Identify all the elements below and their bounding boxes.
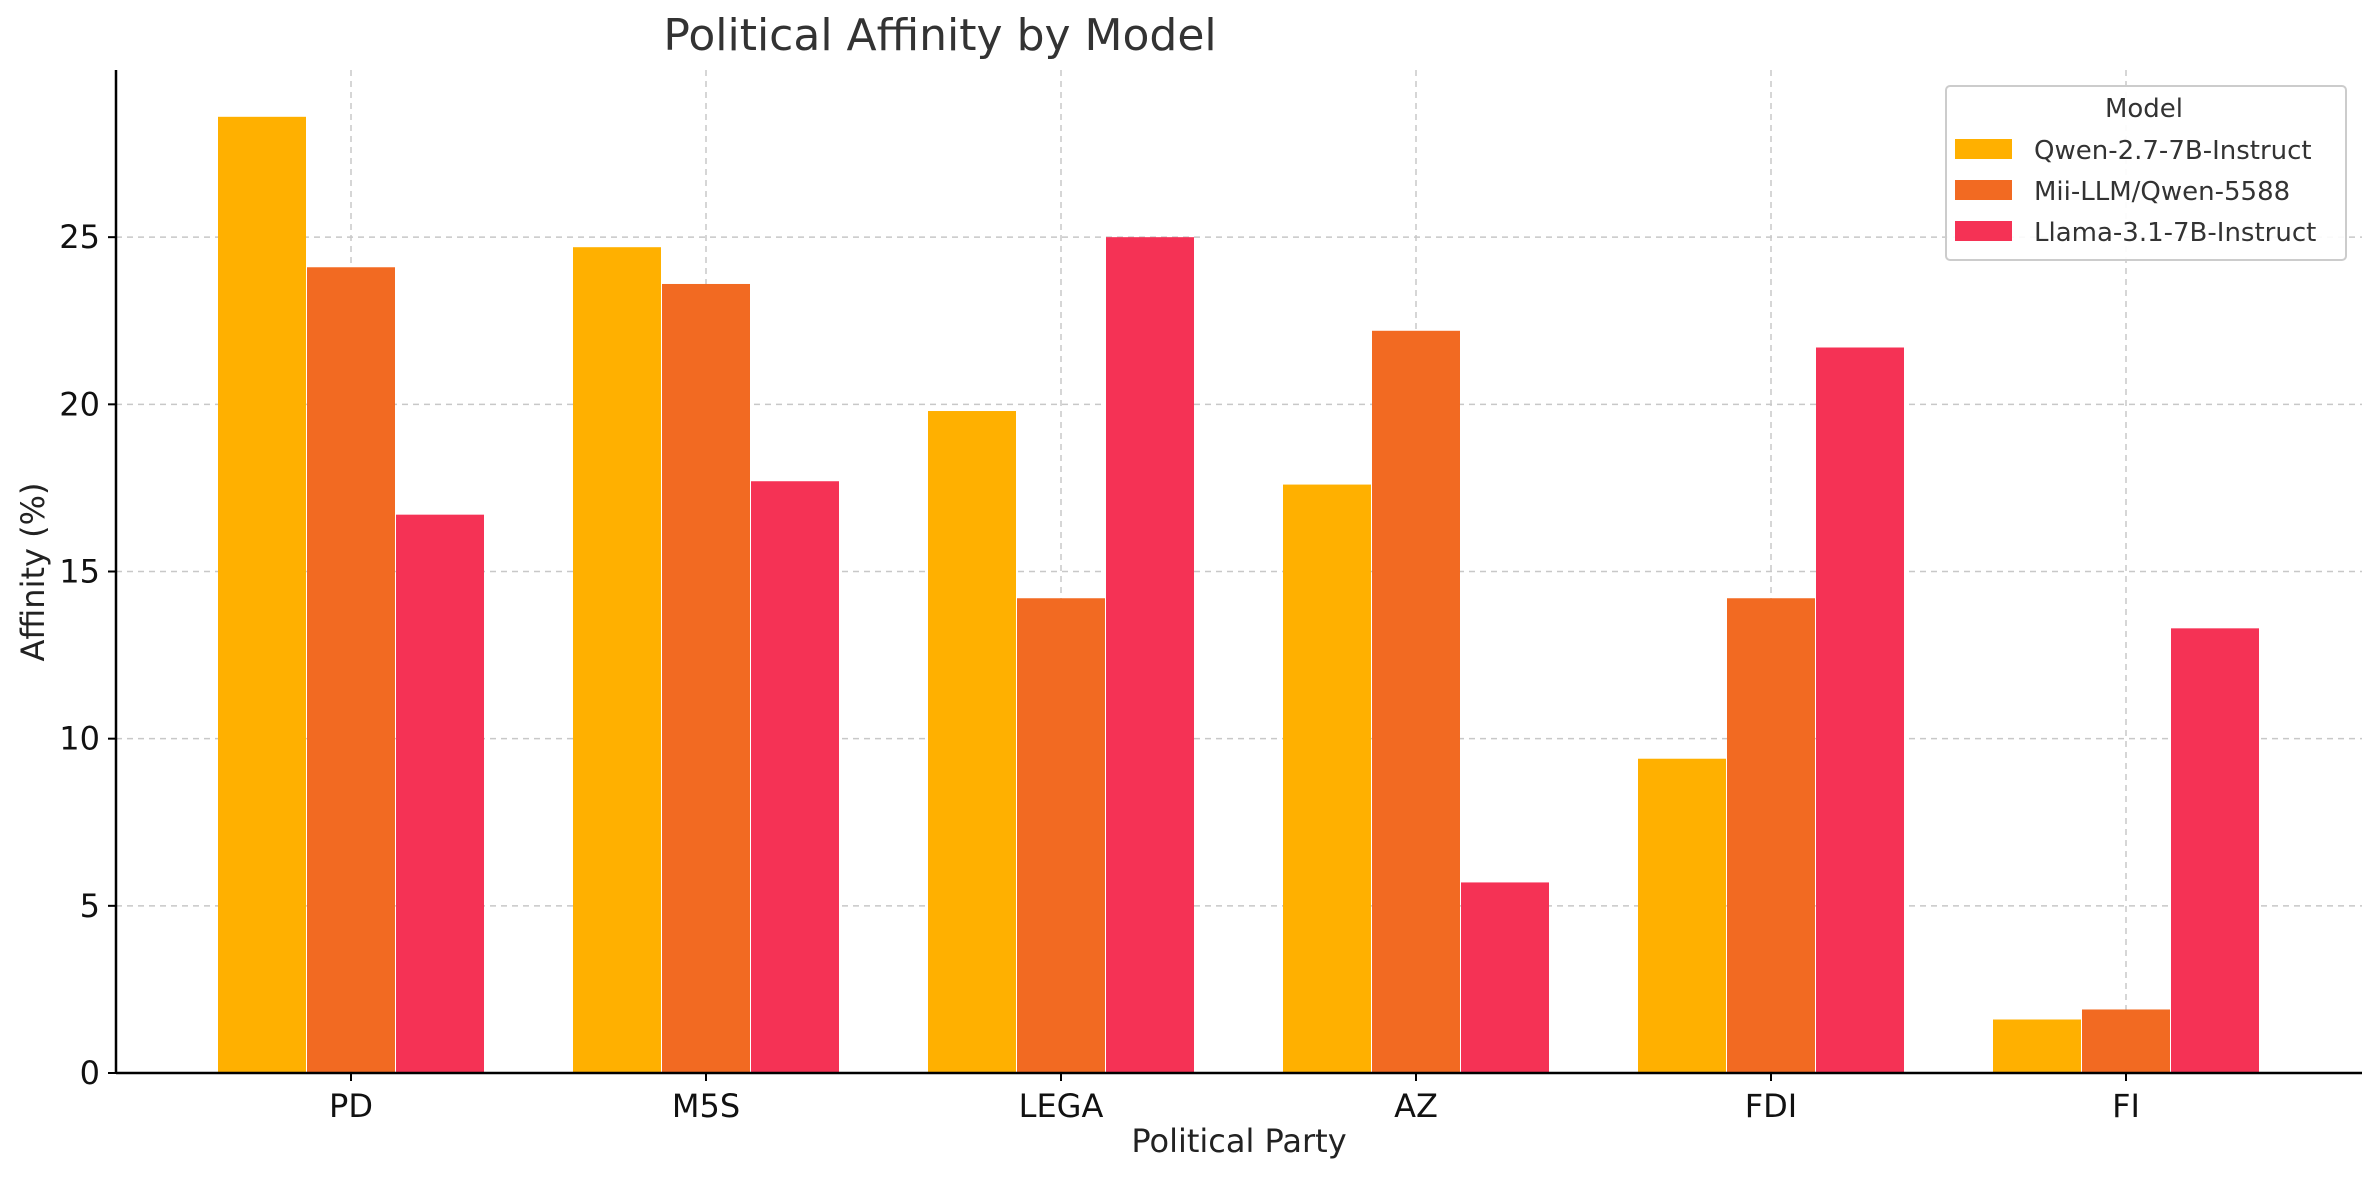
x-tick-label-az: AZ: [1394, 1087, 1438, 1125]
bar-m5s-series-1: [573, 247, 661, 1074]
bar-lega-series-3: [1106, 237, 1194, 1073]
legend: Model Qwen-2.7-7B-Instruct Mii-LLM/Qwen-5…: [1945, 85, 2347, 261]
legend-title: Model: [2105, 94, 2183, 124]
y-tick-label: 5: [80, 887, 100, 925]
bar-az-series-1: [1283, 484, 1371, 1073]
y-tick-label: 25: [59, 218, 100, 256]
bar-lega-series-2: [1017, 598, 1105, 1073]
legend-swatch-series-2: [1955, 180, 2012, 200]
y-tick-label: 20: [59, 385, 100, 423]
y-tick-label: 10: [59, 720, 100, 758]
x-tick-label-fdi: FDI: [1745, 1087, 1797, 1125]
bar-fi-series-1: [1993, 1019, 2081, 1073]
bar-pd-series-1: [218, 116, 306, 1074]
bar-pd-series-2: [307, 267, 395, 1073]
x-tick-label-m5s: M5S: [672, 1087, 740, 1125]
bar-m5s-series-3: [751, 481, 839, 1074]
x-axis-label: Political Party: [1131, 1122, 1346, 1160]
legend-label-series-1: Qwen-2.7-7B-Instruct: [2034, 136, 2312, 166]
legend-swatch-series-1: [1955, 139, 2012, 159]
bar-az-series-2: [1372, 330, 1460, 1073]
legend-frame: [1945, 85, 2347, 261]
y-axis-label: Affinity (%): [14, 482, 52, 661]
bar-m5s-series-2: [662, 283, 750, 1073]
bar-az-series-3: [1461, 882, 1549, 1073]
bar-fdi-series-1: [1638, 758, 1726, 1073]
x-tick-label-pd: PD: [329, 1087, 373, 1125]
bar-fdi-series-3: [1816, 347, 1904, 1073]
bar-fi-series-2: [2082, 1009, 2170, 1073]
legend-label-series-2: Mii-LLM/Qwen-5588: [2034, 177, 2290, 207]
legend-swatch-series-3: [1955, 221, 2012, 241]
legend-label-series-3: Llama-3.1-7B-Instruct: [2034, 218, 2316, 248]
tick-layer: 0 5 10 15 20 25 PD M5S LEGA AZ FDI FI: [59, 218, 2140, 1125]
legend-items: Qwen-2.7-7B-Instruct Mii-LLM/Qwen-5588 Lla…: [1955, 136, 2316, 248]
x-tick-label-fi: FI: [2112, 1087, 2140, 1125]
chart-title: Political Affinity by Model: [663, 10, 1216, 61]
x-tick-label-lega: LEGA: [1019, 1087, 1104, 1125]
bar-layer: [218, 116, 2259, 1074]
bar-fdi-series-2: [1727, 598, 1815, 1073]
bar-fi-series-3: [2171, 628, 2259, 1073]
y-tick-label: 0: [80, 1054, 100, 1092]
bar-pd-series-3: [396, 514, 484, 1073]
grid-layer: [116, 70, 2362, 1074]
bar-lega-series-1: [928, 411, 1016, 1073]
y-tick-label: 15: [59, 553, 100, 591]
